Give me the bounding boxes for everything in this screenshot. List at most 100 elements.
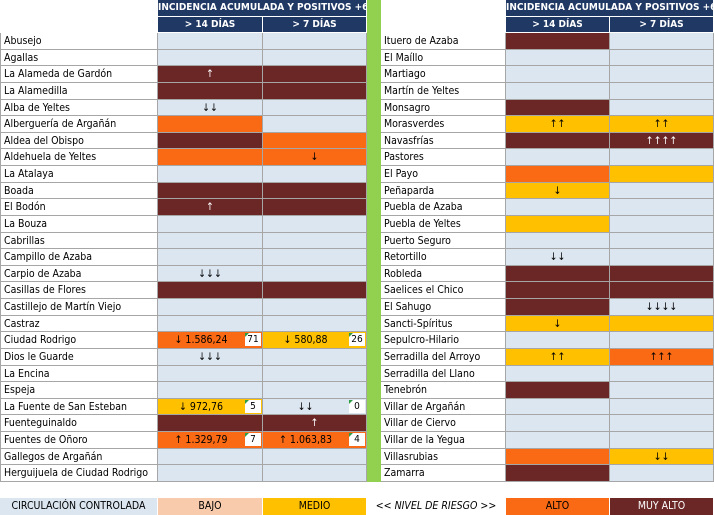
- risk-cell: ↓↓↓: [158, 348, 263, 366]
- municipality: Martiago: [381, 66, 506, 83]
- risk-cell: ↓ 972,76 5: [158, 398, 263, 416]
- risk-cell: [610, 33, 714, 50]
- risk-cell: [506, 215, 610, 233]
- municipality: Espeja: [0, 382, 158, 399]
- risk-cell: [506, 232, 610, 250]
- legend-item: MUY ALTO: [610, 498, 714, 515]
- risk-cell: [506, 82, 610, 100]
- header-title: INCIDENCIA ACUMULADA Y POSITIVOS +60 AÑO…: [506, 0, 714, 17]
- risk-cell: [610, 49, 714, 67]
- risk-cell: [506, 99, 610, 117]
- risk-cell: [506, 299, 610, 316]
- risk-cell: [610, 398, 714, 416]
- count-badge: 0: [349, 399, 365, 413]
- legend-item: CIRCULACIÓN CONTROLADA: [0, 498, 158, 515]
- municipality: El Bodón: [0, 199, 158, 216]
- cell-text: ↑: [206, 201, 214, 214]
- municipality: Alba de Yeltes: [0, 99, 158, 117]
- risk-cell: ↓ 1.586,24 71: [158, 332, 263, 349]
- municipality: Peñaparda: [381, 182, 506, 200]
- risk-cell: ↓ 580,88 26: [263, 332, 367, 349]
- risk-cell: [263, 265, 367, 283]
- risk-cell: [610, 332, 714, 349]
- municipality: Ituero de Azaba: [381, 33, 506, 50]
- risk-cell: ↓↓ 0: [263, 398, 367, 416]
- risk-cell: [158, 132, 263, 150]
- cell-text: ↓↓: [202, 101, 218, 114]
- municipality: Pastores: [381, 149, 506, 167]
- risk-cell: [610, 166, 714, 183]
- cell-text: ↓↓: [549, 251, 566, 264]
- municipality: Tenebrón: [381, 382, 506, 399]
- risk-cell: [158, 448, 263, 466]
- risk-cell: [506, 382, 610, 399]
- risk-cell: [158, 249, 263, 266]
- risk-cell: [506, 365, 610, 383]
- risk-cell: [158, 215, 263, 233]
- risk-cell: [610, 382, 714, 399]
- risk-cell: [506, 448, 610, 466]
- risk-cell: [610, 265, 714, 283]
- risk-cell: [158, 382, 263, 399]
- risk-cell: [610, 282, 714, 300]
- header-col: > 7 DÍAS: [610, 17, 714, 33]
- risk-cell: [158, 166, 263, 183]
- risk-cell: ↑ 1.329,79 7: [158, 432, 263, 449]
- legend-item: MEDIO: [263, 498, 367, 515]
- risk-cell: ↑↑: [610, 116, 714, 133]
- risk-cell: [506, 33, 610, 50]
- risk-cell: [158, 465, 263, 482]
- cell-text: ↓ 580,88: [283, 334, 328, 347]
- municipality: Cabrillas: [0, 232, 158, 250]
- risk-cell: [263, 199, 367, 216]
- municipality: Fuentes de Oñoro: [0, 432, 158, 449]
- risk-cell: ↓: [506, 315, 610, 333]
- risk-cell: [158, 149, 263, 167]
- risk-cell: [263, 132, 367, 150]
- municipality: Gallegos de Argañán: [0, 448, 158, 466]
- risk-cell: [506, 49, 610, 67]
- risk-cell: [158, 365, 263, 383]
- separator: [367, 0, 381, 482]
- header-col: > 14 DÍAS: [158, 17, 263, 33]
- risk-cell: ↓: [506, 182, 610, 200]
- cell-text: ↓↓↓: [198, 350, 222, 363]
- municipality: Villar de Argañán: [381, 398, 506, 416]
- municipality: Castraz: [0, 315, 158, 333]
- risk-cell: [263, 99, 367, 117]
- risk-cell: [263, 66, 367, 83]
- municipality: Serradilla del Llano: [381, 365, 506, 383]
- risk-cell: ↑↑↑↑: [610, 132, 714, 150]
- risk-cell: ↓: [263, 149, 367, 167]
- risk-cell: [158, 116, 263, 133]
- risk-cell: [506, 432, 610, 449]
- count-badge: 26: [349, 333, 365, 347]
- risk-cell: ↑↑: [506, 116, 610, 133]
- cell-text: ↓↓↓↓: [645, 301, 678, 314]
- risk-cell: [610, 232, 714, 250]
- municipality: La Alameda de Gardón: [0, 66, 158, 83]
- risk-cell: ↑: [263, 415, 367, 433]
- municipality: La Bouza: [0, 215, 158, 233]
- cell-text: ↑: [310, 417, 319, 430]
- cell-text: ↑ 1.063,83: [279, 434, 332, 447]
- municipality: Aldea del Obispo: [0, 132, 158, 150]
- cell-text: ↑↑: [549, 350, 566, 363]
- count-badge: 71: [245, 333, 261, 347]
- risk-cell: [506, 465, 610, 482]
- risk-cell: [610, 82, 714, 100]
- municipality: La Atalaya: [0, 166, 158, 183]
- legend-item: << NIVEL DE RIESGO >>: [367, 498, 506, 515]
- risk-cell: ↓↓: [158, 99, 263, 117]
- risk-cell: [506, 66, 610, 83]
- risk-cell: [158, 82, 263, 100]
- risk-cell: [158, 282, 263, 300]
- municipality: El Sahugo: [381, 299, 506, 316]
- risk-cell: ↓↓: [506, 249, 610, 266]
- municipality: La Alamedilla: [0, 82, 158, 100]
- risk-cell: [506, 282, 610, 300]
- municipality: Villar de Ciervo: [381, 415, 506, 433]
- risk-cell: [610, 465, 714, 482]
- header-col: > 7 DÍAS: [263, 17, 367, 33]
- municipality: Abusejo: [0, 33, 158, 50]
